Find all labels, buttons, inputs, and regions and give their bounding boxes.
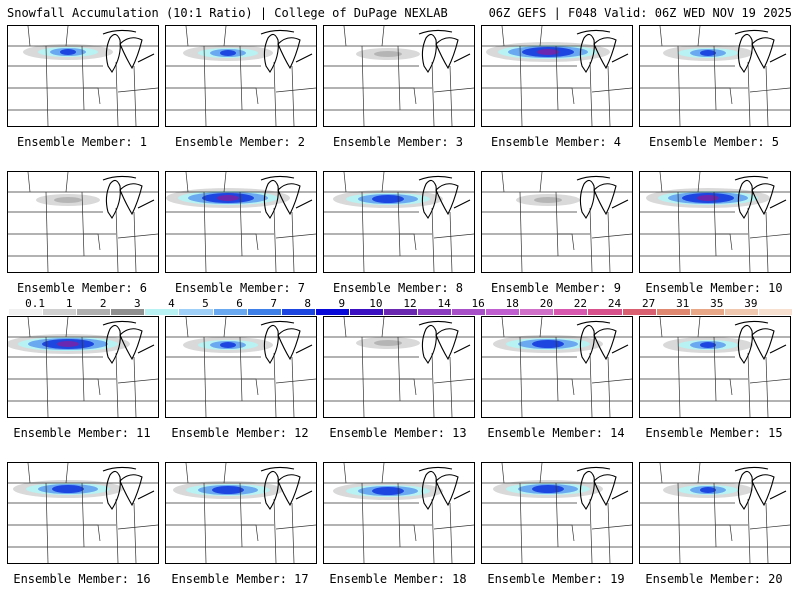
- ensemble-map-panel: [639, 171, 791, 273]
- colorbar-tick-label: 9: [338, 297, 346, 310]
- ensemble-member-label: Ensemble Member: 6: [16, 281, 148, 295]
- colorbar-segment: [519, 309, 554, 315]
- ensemble-map-panel: [165, 171, 317, 273]
- colorbar-segment: [553, 309, 588, 315]
- colorbar-segment: [144, 309, 179, 315]
- ensemble-member-label: Ensemble Member: 5: [648, 135, 780, 149]
- ensemble-member-label: Ensemble Member: 15: [645, 426, 783, 440]
- colorbar-segment: [485, 309, 520, 315]
- ensemble-member-label: Ensemble Member: 2: [174, 135, 306, 149]
- ensemble-member-label: Ensemble Member: 12: [171, 426, 309, 440]
- colorbar-tick-label: 27: [641, 297, 656, 310]
- ensemble-member-label: Ensemble Member: 9: [490, 281, 622, 295]
- colorbar-tick-label: 1: [65, 297, 73, 310]
- colorbar-segment: [587, 309, 622, 315]
- ensemble-member-label: Ensemble Member: 11: [13, 426, 151, 440]
- colorbar-segment: [348, 309, 383, 315]
- colorbar-segment: [110, 309, 145, 315]
- colorbar-segment: [280, 309, 315, 315]
- colorbar-segment: [451, 309, 486, 315]
- ensemble-map-panel: [481, 171, 633, 273]
- ensemble-member-label: Ensemble Member: 3: [332, 135, 464, 149]
- ensemble-map-panel: [639, 25, 791, 127]
- ensemble-map-panel: [639, 462, 791, 564]
- colorbar-segment: [621, 309, 656, 315]
- ensemble-map-panel: [323, 171, 475, 273]
- ensemble-member-label: Ensemble Member: 10: [645, 281, 783, 295]
- run-valid-time: 06Z GEFS | F048 Valid: 06Z WED NOV 19 20…: [488, 6, 792, 20]
- colorbar-tick-label: 35: [710, 297, 724, 310]
- ensemble-map-panel: [481, 25, 633, 127]
- colorbar-segment: [178, 309, 213, 315]
- ensemble-map-panel: [323, 462, 475, 564]
- colorbar-segment: [76, 309, 111, 315]
- colorbar-segment: [212, 309, 247, 315]
- ensemble-map-panel: [481, 462, 633, 564]
- colorbar-segment: [723, 309, 758, 315]
- colorbar-segment: [246, 309, 281, 315]
- colorbar-tick-label: 2: [99, 297, 107, 310]
- ensemble-map-panel: [7, 171, 159, 273]
- ensemble-map-panel: [165, 462, 317, 564]
- colorbar-segment: [689, 309, 724, 315]
- ensemble-member-label: Ensemble Member: 18: [329, 572, 467, 586]
- colorbar-tick-label: 8: [304, 297, 312, 310]
- colorbar-tick-label: 18: [505, 297, 519, 310]
- colorbar-tick-label: 6: [236, 297, 243, 310]
- ensemble-member-label: Ensemble Member: 13: [329, 426, 467, 440]
- ensemble-member-label: Ensemble Member: 8: [332, 281, 464, 295]
- ensemble-member-label: Ensemble Member: 4: [490, 135, 622, 149]
- colorbar-tick-label: 0.1: [25, 297, 45, 310]
- colorbar-segment: [382, 309, 418, 315]
- ensemble-map-panel: [7, 316, 159, 418]
- colorbar-tick-label: 4: [168, 297, 175, 310]
- ensemble-map-panel: [7, 462, 159, 564]
- ensemble-map-panel: [323, 25, 475, 127]
- ensemble-member-label: Ensemble Member: 17: [171, 572, 309, 586]
- ensemble-map-panel: [323, 316, 475, 418]
- ensemble-member-label: Ensemble Member: 1: [16, 135, 148, 149]
- colorbar-segment: [757, 309, 792, 315]
- ensemble-map-panel: [165, 25, 317, 127]
- snowfall-colorbar: 0.1 1 2 3 4 5 6 7 8 9 10 12 14 16 18 20 22 24 27 31 35 39: [8, 297, 792, 317]
- colorbar-tick-label: 3: [133, 297, 141, 310]
- ensemble-map-panel: [165, 316, 317, 418]
- colorbar-tick-label: 14: [437, 297, 451, 310]
- ensemble-member-label: Ensemble Member: 14: [487, 426, 625, 440]
- map-title: Snowfall Accumulation (10:1 Ratio) | Col…: [7, 6, 448, 20]
- colorbar-segment: [417, 309, 452, 315]
- ensemble-map-panel: [639, 316, 791, 418]
- colorbar-segment: [655, 309, 690, 315]
- colorbar-tick-label: 24: [607, 297, 622, 310]
- colorbar-tick-label: 5: [202, 297, 209, 310]
- ensemble-member-label: Ensemble Member: 19: [487, 572, 625, 586]
- colorbar-tick-label: 31: [676, 297, 690, 310]
- colorbar-segment: [314, 309, 349, 315]
- colorbar-tick-label: 7: [270, 297, 277, 310]
- ensemble-member-label: Ensemble Member: 20: [645, 572, 783, 586]
- colorbar-tick-label: 16: [471, 297, 485, 310]
- colorbar-tick-label: 22: [573, 297, 588, 310]
- colorbar-tick-label: 10: [369, 297, 383, 310]
- colorbar-segment: [8, 309, 43, 315]
- ensemble-map-panel: [481, 316, 633, 418]
- colorbar-tick-label: 12: [403, 297, 417, 310]
- ensemble-map-panel: [7, 25, 159, 127]
- colorbar-tick-label: 20: [539, 297, 553, 310]
- ensemble-member-label: Ensemble Member: 7: [174, 281, 306, 295]
- ensemble-member-label: Ensemble Member: 16: [13, 572, 151, 586]
- colorbar-tick-label: 39: [744, 297, 758, 310]
- colorbar-segment: [42, 309, 77, 315]
